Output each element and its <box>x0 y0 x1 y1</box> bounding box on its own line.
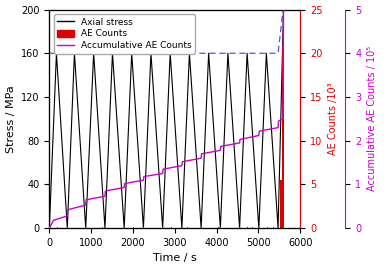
Y-axis label: Accumulative AE Counts / 10⁵: Accumulative AE Counts / 10⁵ <box>367 46 377 192</box>
Bar <box>143 227 144 228</box>
Bar <box>171 227 172 228</box>
Bar <box>258 227 260 228</box>
Bar <box>85 227 86 228</box>
Bar <box>57 227 58 228</box>
Bar <box>123 227 125 228</box>
Bar <box>273 227 274 228</box>
Bar <box>162 227 163 228</box>
X-axis label: Time / s: Time / s <box>153 253 197 263</box>
Bar <box>181 227 182 228</box>
Y-axis label: Stress / MPa: Stress / MPa <box>5 85 16 153</box>
Bar <box>133 227 134 228</box>
Bar <box>283 45 284 228</box>
Legend: Axial stress, AE Counts, Accumulative AE Counts: Axial stress, AE Counts, Accumulative AE… <box>54 14 195 54</box>
Bar <box>280 180 281 228</box>
Bar <box>278 227 279 228</box>
Y-axis label: AE Counts /10³: AE Counts /10³ <box>328 83 338 155</box>
Bar <box>239 227 240 228</box>
